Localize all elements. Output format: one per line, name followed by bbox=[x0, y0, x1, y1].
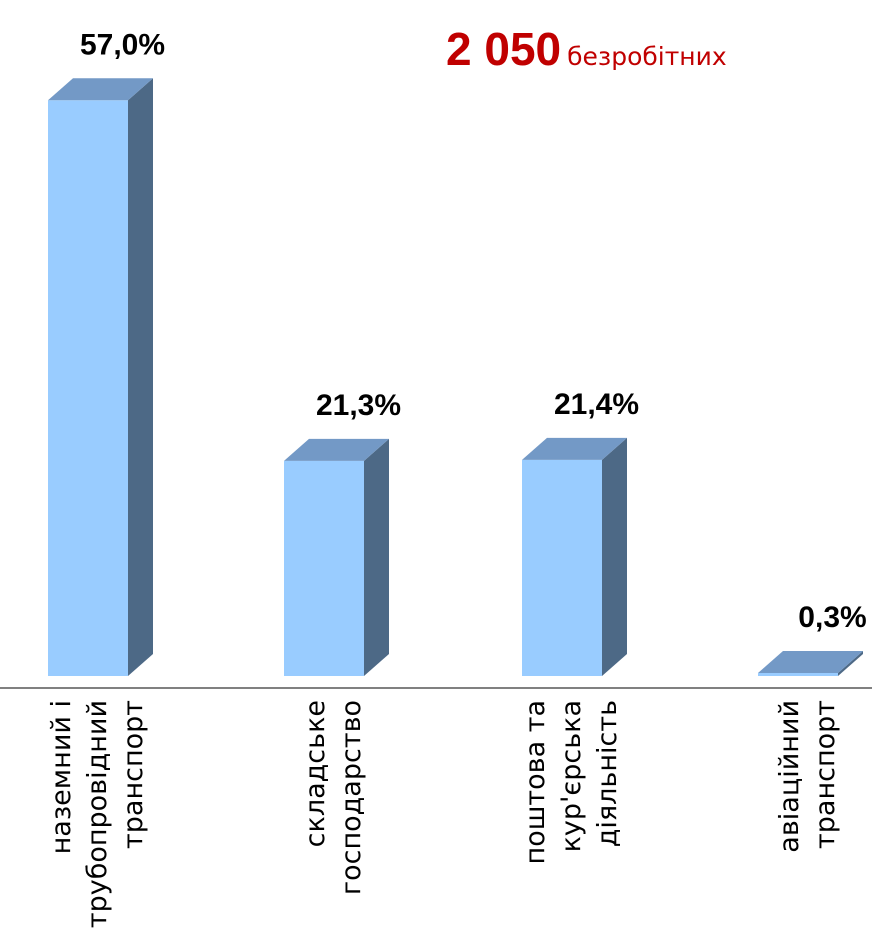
category-label-2-line-0: поштова та bbox=[520, 700, 551, 864]
bar-3-side bbox=[838, 650, 863, 676]
bar-2-top bbox=[522, 437, 627, 460]
category-label-2-line-1: кур'єрська bbox=[556, 700, 587, 852]
category-label-2-text-2: діяльність bbox=[592, 700, 623, 847]
category-label-0-text-0: наземний і bbox=[46, 700, 77, 854]
category-label-0-text-2: транспорт bbox=[118, 700, 149, 849]
category-label-0-line-0: наземний і bbox=[46, 700, 77, 854]
bar-2-front bbox=[522, 459, 602, 676]
category-label-3-line-0: авіаційний bbox=[774, 700, 805, 853]
unemployed-label: безробітних bbox=[567, 42, 727, 71]
bar-0-top bbox=[48, 78, 153, 101]
data-label-2: 21,4% bbox=[554, 388, 639, 421]
bar-0-front bbox=[48, 100, 128, 677]
unemployed-total: 2 050 безробітних bbox=[446, 22, 727, 76]
bar-1-front bbox=[284, 460, 364, 676]
data-label-0: 57,0% bbox=[80, 28, 165, 61]
category-label-2-text-1: кур'єрська bbox=[556, 700, 587, 852]
category-label-3-line-1: транспорт bbox=[810, 700, 841, 849]
unemployed-count: 2 050 bbox=[446, 23, 562, 75]
category-label-1-line-0: складське bbox=[300, 700, 331, 847]
bar-1-side bbox=[364, 438, 389, 676]
category-label-0-line-2: транспорт bbox=[118, 700, 149, 849]
category-label-3-text-1: транспорт bbox=[810, 700, 841, 849]
bar-0-side bbox=[128, 78, 153, 677]
category-label-1-text-0: складське bbox=[300, 700, 331, 847]
category-label-0-line-1: трубопровідний bbox=[82, 700, 113, 928]
bar-3-top bbox=[758, 650, 863, 673]
category-label-1-text-1: господарство bbox=[336, 700, 367, 895]
data-label-3: 0,3% bbox=[798, 601, 866, 634]
bar-3-front bbox=[758, 672, 838, 676]
bar-2-side bbox=[602, 437, 627, 676]
category-label-0-text-1: трубопровідний bbox=[82, 700, 113, 928]
category-label-2-text-0: поштова та bbox=[520, 700, 551, 864]
data-label-1: 21,3% bbox=[316, 389, 401, 422]
category-label-3-text-0: авіаційний bbox=[774, 700, 805, 853]
bar-1-top bbox=[284, 438, 389, 461]
category-label-1-line-1: господарство bbox=[336, 700, 367, 895]
category-label-2-line-2: діяльність bbox=[592, 700, 623, 847]
